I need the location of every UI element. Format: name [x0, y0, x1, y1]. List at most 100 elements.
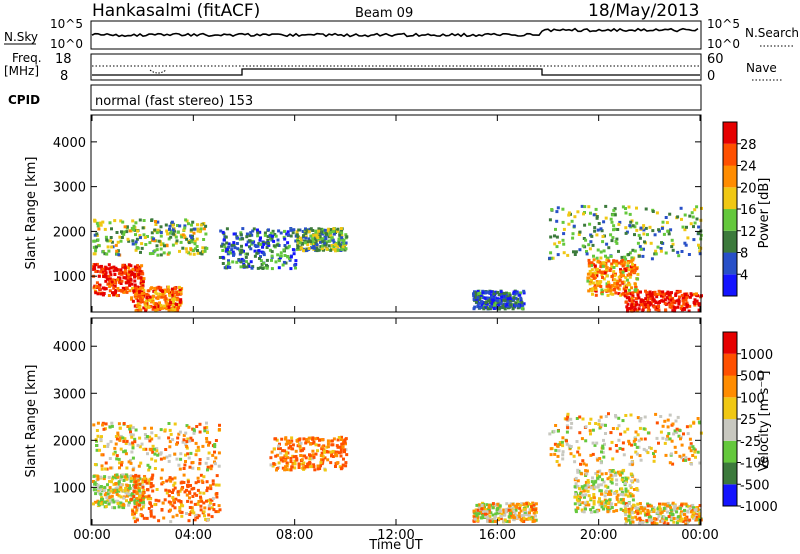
- velocity-cell: [560, 440, 564, 444]
- power-cell: [131, 239, 135, 243]
- velocity-cell: [629, 521, 632, 525]
- velocity-cell: [555, 460, 559, 463]
- power-cell: [336, 248, 340, 252]
- power-cell: [626, 261, 630, 265]
- power-cell: [265, 266, 269, 270]
- power-cell: [144, 307, 148, 311]
- velocity-cell: [177, 499, 181, 503]
- power-cell: [511, 306, 515, 310]
- velocity-cell: [643, 415, 647, 419]
- power-cell: [139, 297, 142, 301]
- velocity-cell: [616, 493, 620, 497]
- velocity-cell: [184, 431, 188, 435]
- power-cell: [230, 248, 234, 252]
- power-cell: [95, 221, 99, 225]
- power-cell: [344, 233, 348, 237]
- power-cell: [508, 299, 512, 303]
- velocity-cell: [574, 492, 577, 496]
- power-cell: [95, 262, 99, 266]
- power-cell: [173, 287, 177, 291]
- power-cell: [342, 242, 346, 246]
- power-cell: [653, 290, 657, 294]
- velocity-cell: [148, 497, 152, 501]
- velocity-cell: [576, 506, 580, 510]
- power-cell: [621, 205, 625, 209]
- power-cell: [93, 233, 97, 237]
- velocity-cell: [586, 483, 590, 487]
- velocity-cell: [692, 421, 696, 425]
- power-cell: [171, 303, 175, 307]
- power-cell: [665, 291, 669, 295]
- power-cell: [237, 258, 241, 262]
- velocity-cell: [104, 422, 108, 426]
- velocity-cell: [137, 474, 141, 478]
- power-cell: [159, 286, 163, 290]
- power-cell: [631, 291, 635, 295]
- velocity-cell: [195, 449, 199, 453]
- velocity-cell: [122, 439, 126, 443]
- power-cell: [610, 220, 614, 224]
- power-cell: [137, 306, 141, 309]
- power-cell: [131, 299, 135, 303]
- power-cell: [668, 212, 672, 216]
- velocity-cell: [169, 502, 173, 506]
- power-cell: [259, 266, 263, 270]
- power-cell: [695, 205, 699, 209]
- power-cell: [617, 292, 621, 296]
- power-cell: [605, 242, 609, 246]
- power-cell: [108, 270, 112, 274]
- power-cell: [102, 286, 105, 290]
- velocity-cell: [529, 503, 533, 506]
- velocity-cell: [680, 517, 684, 521]
- velocity-cell: [587, 494, 591, 498]
- velocity-cell: [168, 428, 172, 432]
- velocity-cell: [606, 510, 610, 514]
- velocity-cell: [677, 434, 681, 438]
- velocity-cell: [604, 501, 608, 505]
- power-cell: [340, 234, 344, 238]
- velocity-cell: [684, 502, 688, 506]
- velocity-cell: [477, 503, 481, 507]
- power-cell: [685, 305, 689, 309]
- velocity-cell: [631, 494, 635, 498]
- power-cell: [485, 302, 489, 306]
- time-tick-label: 04:00: [175, 528, 212, 543]
- power-cell: [190, 236, 194, 239]
- power-cell: [638, 236, 642, 240]
- velocity-cell: [146, 452, 149, 456]
- velocity-cell: [344, 461, 348, 465]
- power-cell: [112, 286, 116, 290]
- velocity-cell: [690, 510, 693, 514]
- velocity-cell: [569, 452, 573, 456]
- power-cell: [311, 240, 315, 244]
- velocity-cell: [153, 452, 157, 456]
- power-cell: [178, 224, 182, 228]
- power-cell: [190, 223, 193, 227]
- power-cell: [593, 283, 597, 287]
- power-cell: [624, 300, 628, 304]
- velocity-cell: [133, 475, 137, 479]
- power-cell: [119, 239, 123, 243]
- velocity-cell: [573, 485, 577, 489]
- velocity-cell: [666, 434, 670, 438]
- power-cell: [607, 280, 610, 284]
- velocity-cell: [509, 502, 513, 506]
- power-cell: [576, 210, 580, 214]
- power-cell: [487, 291, 491, 295]
- velocity-cell: [168, 489, 172, 493]
- velocity-cell: [686, 432, 690, 436]
- power-cell: [231, 260, 235, 264]
- velocity-cell: [633, 478, 637, 482]
- power-cell: [158, 292, 162, 296]
- power-cell: [169, 298, 172, 302]
- power-cell: [245, 235, 249, 239]
- velocity-cell: [182, 433, 186, 437]
- power-cell: [649, 297, 653, 301]
- velocity-cell: [205, 489, 209, 493]
- velocity-cell: [179, 457, 183, 461]
- velocity-cell: [142, 447, 146, 451]
- power-cell: [256, 244, 260, 248]
- velocity-cell: [309, 442, 313, 446]
- velocity-cell: [193, 492, 197, 496]
- power-cell: [192, 231, 196, 235]
